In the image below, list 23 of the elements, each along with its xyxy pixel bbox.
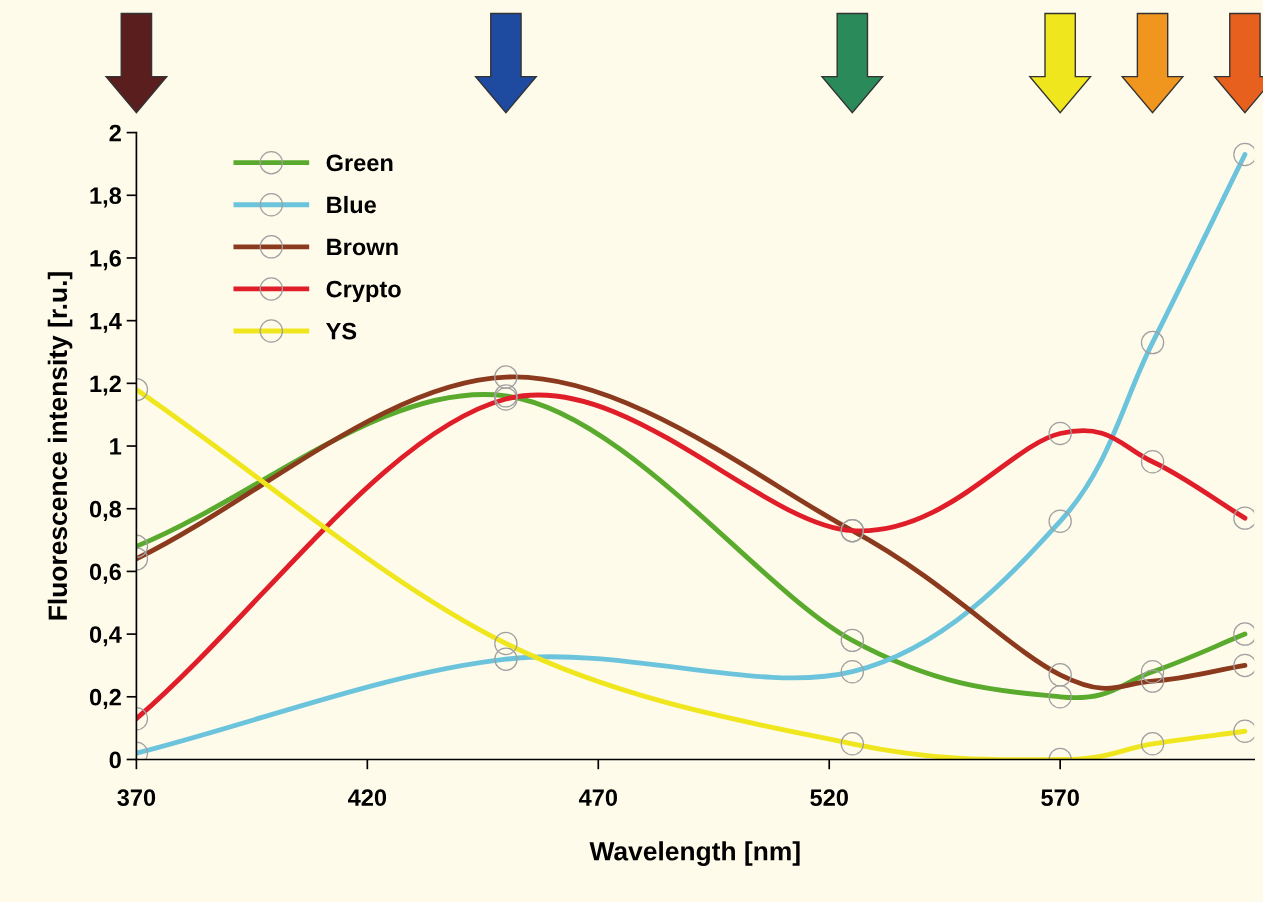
y-tick-label: 1,6 — [90, 250, 121, 271]
y-tick-label: 0,8 — [89, 500, 122, 521]
y-tick-label: 1,4 — [90, 312, 122, 333]
x-tick-label: 470 — [578, 789, 618, 806]
x-axis-title: Wavelength [nm] — [589, 841, 800, 866]
legend-label: Blue — [327, 195, 376, 214]
x-tick-label: 520 — [810, 789, 848, 806]
x-tick-label: 570 — [1041, 789, 1079, 806]
y-tick-label: 0,4 — [89, 626, 122, 647]
y-axis-title: Fluorescence intensity [r.u.] — [47, 272, 73, 620]
legend-label: Green — [326, 154, 393, 172]
x-tick-label: 420 — [348, 789, 387, 806]
y-tick-label: 1,8 — [90, 187, 122, 208]
legend-label: Crypto — [326, 280, 401, 303]
y-tick-label: 1 — [110, 438, 122, 455]
legend-label: Brown — [327, 238, 398, 256]
y-tick-label: 2 — [109, 124, 121, 142]
y-tick-label: 0 — [109, 751, 121, 769]
y-tick-label: 1,2 — [90, 375, 121, 396]
legend-label: YS — [326, 322, 357, 340]
y-tick-label: 0,6 — [89, 563, 121, 584]
x-tick-label: 370 — [117, 789, 156, 807]
y-tick-label: 0,2 — [89, 688, 121, 710]
